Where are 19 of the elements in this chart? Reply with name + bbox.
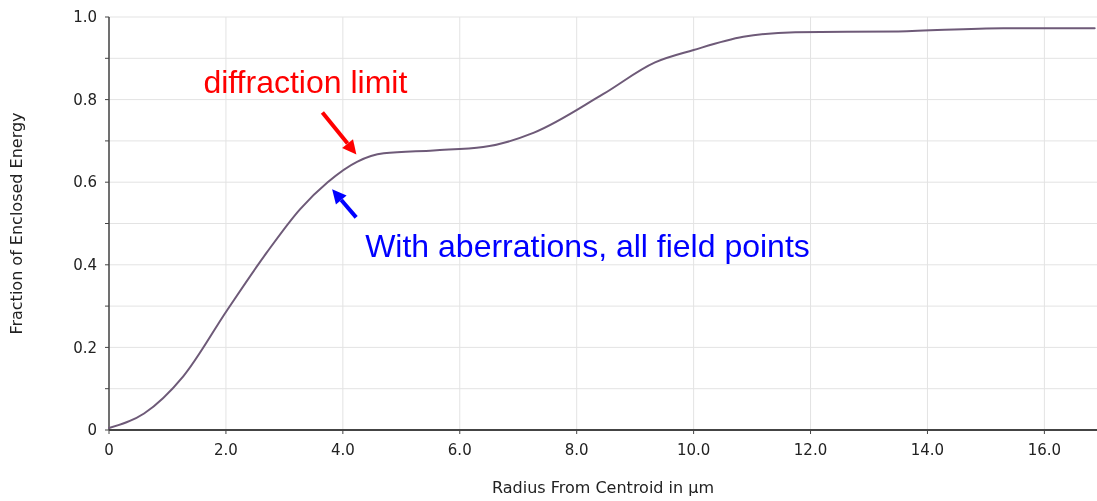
y-tick-label: 0.2 bbox=[73, 338, 97, 357]
y-tick-label: 0.4 bbox=[73, 256, 97, 275]
x-tick-label: 16.0 bbox=[1027, 441, 1062, 459]
x-tick-label: 4.0 bbox=[330, 441, 355, 459]
y-tick-label: 0 bbox=[87, 421, 97, 440]
x-tick-label: 6.0 bbox=[447, 441, 472, 459]
x-axis-title: Radius From Centroid in µm bbox=[491, 478, 715, 497]
y-tick-label: 0.8 bbox=[73, 90, 97, 109]
y-tick-label: 0.6 bbox=[73, 173, 97, 192]
y-axis-title: Fraction of Enclosed Energy bbox=[7, 112, 26, 335]
y-tick-label: 1.0 bbox=[73, 8, 97, 27]
x-tick-label: 12.0 bbox=[793, 441, 828, 459]
x-tick-label: 2.0 bbox=[213, 441, 238, 459]
x-tick-label: 0 bbox=[104, 441, 114, 459]
x-tick-label: 8.0 bbox=[564, 441, 589, 459]
annotation: diffraction limit bbox=[203, 64, 408, 101]
annotation: With aberrations, all field points bbox=[365, 228, 810, 265]
x-tick-label: 10.0 bbox=[676, 441, 711, 459]
x-tick-label: 14.0 bbox=[910, 441, 945, 459]
